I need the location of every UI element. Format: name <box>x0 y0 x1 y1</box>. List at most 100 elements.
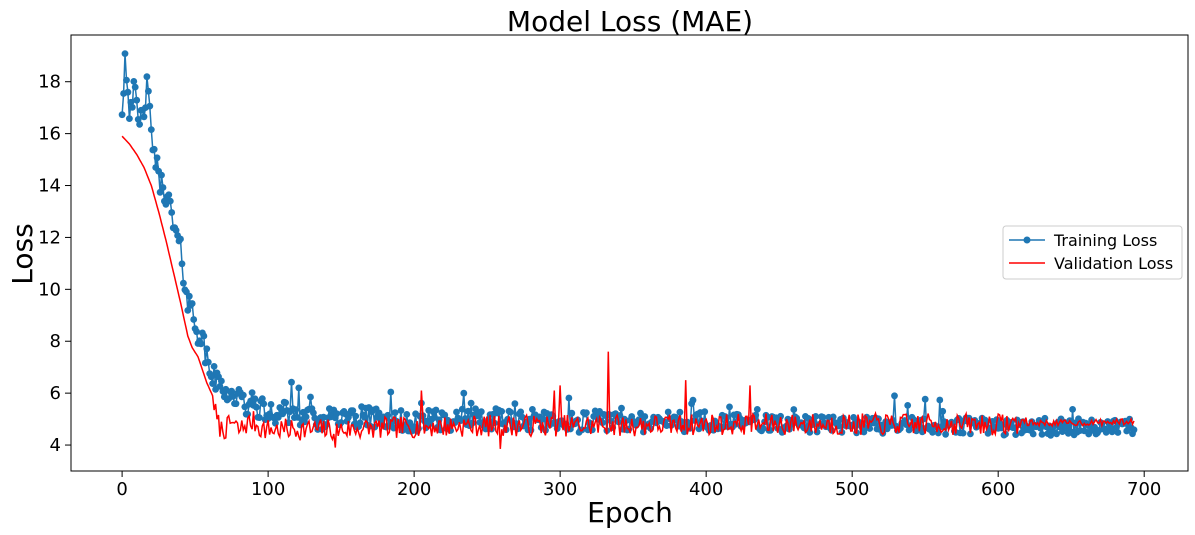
training-loss-point <box>1069 406 1076 413</box>
training-loss-point <box>477 408 485 416</box>
training-loss-point <box>337 419 345 426</box>
training-loss-point <box>118 111 126 119</box>
legend-training-label: Training Loss <box>1053 231 1157 250</box>
training-loss-point <box>387 388 395 396</box>
legend-box <box>1002 225 1183 280</box>
training-loss-point <box>128 103 136 111</box>
x-tick-label: 700 <box>1127 479 1161 500</box>
training-loss-point <box>190 316 198 323</box>
training-loss-point <box>209 380 217 387</box>
training-loss-point <box>467 399 475 407</box>
training-loss-point <box>147 126 155 133</box>
training-loss-point <box>288 378 295 386</box>
training-loss-point <box>168 209 176 216</box>
training-loss-point <box>1029 430 1037 438</box>
y-tick-label: 10 <box>38 279 61 300</box>
training-loss-point <box>959 429 967 437</box>
training-loss-point <box>464 407 472 415</box>
y-tick-label: 14 <box>38 176 61 197</box>
training-loss-point <box>583 409 590 417</box>
training-loss-point <box>936 396 944 404</box>
training-loss-point <box>618 404 625 412</box>
training-loss-point <box>145 87 152 95</box>
training-loss-point <box>498 408 506 415</box>
training-loss-point <box>453 408 460 416</box>
training-loss-point <box>166 197 174 205</box>
training-loss-point <box>177 235 184 243</box>
legend: Training Loss Validation Loss <box>1002 225 1183 280</box>
training-loss-point <box>726 403 733 411</box>
training-loss-point <box>131 83 139 91</box>
training-loss-point <box>939 407 947 415</box>
training-loss-point <box>302 413 310 421</box>
training-loss-point <box>180 279 187 287</box>
training-loss-point <box>124 88 132 96</box>
training-loss-point <box>282 399 289 407</box>
training-loss-point <box>333 410 341 418</box>
training-loss-line <box>121 53 1135 437</box>
training-loss-point <box>753 406 761 413</box>
training-loss-point <box>172 226 180 234</box>
training-loss-point <box>185 292 193 300</box>
legend-validation-label: Validation Loss <box>1054 254 1173 273</box>
training-loss-point <box>460 389 468 397</box>
x-tick-label: 500 <box>835 479 869 500</box>
training-loss-point <box>1038 431 1046 438</box>
chart-title: Model Loss (MAE) <box>507 5 753 38</box>
training-loss-point <box>391 409 399 416</box>
training-loss-point <box>441 411 449 419</box>
y-tick-label: 8 <box>50 331 61 352</box>
training-loss-point <box>432 406 440 414</box>
training-loss-point <box>207 373 215 381</box>
x-tick-label: 100 <box>251 479 285 500</box>
training-loss-point <box>921 395 929 403</box>
training-loss-point <box>1108 428 1116 436</box>
training-loss-point <box>942 430 949 438</box>
training-loss-point <box>272 419 279 427</box>
training-loss-point <box>403 411 411 418</box>
training-loss-point <box>123 76 130 84</box>
training-loss-point <box>307 393 314 401</box>
training-loss-point <box>352 412 360 420</box>
training-loss-point <box>295 384 303 392</box>
y-tick-label: 18 <box>38 72 61 93</box>
training-loss-point <box>256 414 263 421</box>
x-tick-label: 400 <box>689 479 723 500</box>
training-loss-point <box>248 389 256 396</box>
x-tick-label: 0 <box>116 479 127 500</box>
training-loss-point <box>458 405 466 413</box>
training-loss-point <box>517 408 525 416</box>
training-loss-point <box>251 395 259 403</box>
training-loss-point <box>232 400 240 408</box>
training-loss-point <box>375 409 383 417</box>
training-loss-point <box>239 391 247 399</box>
training-loss-point <box>689 396 697 404</box>
training-loss-point <box>216 383 224 390</box>
training-loss-point <box>165 191 173 199</box>
training-loss-point <box>150 145 158 153</box>
y-axis-title: Loss <box>6 223 39 284</box>
training-loss-point <box>267 401 275 408</box>
training-loss-point <box>159 184 167 191</box>
training-loss-point <box>218 377 225 385</box>
training-loss-point <box>891 392 898 400</box>
training-loss-point <box>178 260 186 268</box>
training-loss-point <box>125 115 133 122</box>
training-loss-point <box>835 422 843 430</box>
training-loss-point <box>133 96 141 104</box>
training-loss-point <box>184 307 192 314</box>
y-tick-label: 4 <box>50 435 61 456</box>
training-loss-point <box>260 400 268 408</box>
training-loss-point <box>397 407 405 414</box>
training-loss-point <box>210 363 218 370</box>
training-loss-point <box>790 406 798 413</box>
training-loss-point <box>999 421 1006 429</box>
training-loss-point <box>143 73 151 81</box>
y-axis: 4 6 8 10 12 14 16 18 <box>38 72 71 456</box>
training-loss-point <box>1063 424 1071 432</box>
training-loss-point <box>511 400 519 408</box>
training-loss-point <box>384 411 392 419</box>
training-loss-point <box>850 414 857 421</box>
x-tick-label: 300 <box>543 479 577 500</box>
